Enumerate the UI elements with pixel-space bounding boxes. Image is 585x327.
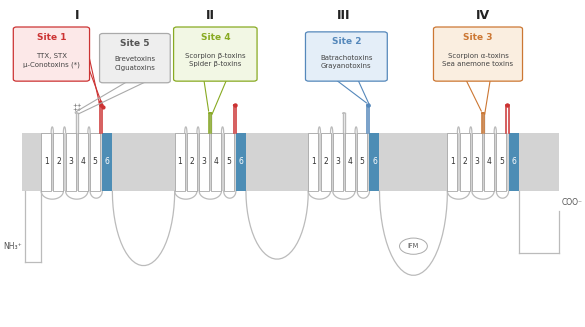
Text: ++: ++ (72, 107, 81, 112)
Text: Site 1: Site 1 (37, 33, 66, 43)
FancyBboxPatch shape (22, 133, 559, 191)
Text: 1: 1 (44, 157, 49, 166)
FancyBboxPatch shape (174, 27, 257, 81)
Text: 4: 4 (347, 157, 352, 166)
Text: 2: 2 (190, 157, 194, 166)
Text: Scorpion β-toxins
Spider β-toxins: Scorpion β-toxins Spider β-toxins (185, 53, 246, 67)
Text: 1: 1 (450, 157, 455, 166)
FancyBboxPatch shape (460, 133, 470, 191)
Text: 5: 5 (360, 157, 364, 166)
FancyBboxPatch shape (187, 133, 197, 191)
FancyBboxPatch shape (13, 27, 90, 81)
Text: Scorpion α-toxins
Sea anemone toxins: Scorpion α-toxins Sea anemone toxins (442, 53, 514, 67)
FancyBboxPatch shape (90, 133, 100, 191)
Text: I: I (74, 9, 79, 23)
FancyBboxPatch shape (484, 133, 494, 191)
FancyBboxPatch shape (345, 133, 355, 191)
FancyBboxPatch shape (448, 133, 457, 191)
Text: 3: 3 (335, 157, 340, 166)
FancyBboxPatch shape (496, 133, 507, 191)
Text: 6: 6 (511, 157, 516, 166)
Text: Site 2: Site 2 (332, 38, 361, 46)
Text: 4: 4 (487, 157, 491, 166)
FancyBboxPatch shape (199, 133, 209, 191)
Text: 2: 2 (323, 157, 328, 166)
Text: 1: 1 (311, 157, 316, 166)
FancyBboxPatch shape (41, 133, 51, 191)
Text: 6: 6 (372, 157, 377, 166)
Text: TTX, STX
μ-Conotoxins (*): TTX, STX μ-Conotoxins (*) (23, 53, 80, 68)
FancyBboxPatch shape (53, 133, 63, 191)
FancyBboxPatch shape (236, 133, 246, 191)
Text: II: II (206, 9, 215, 23)
Text: 4: 4 (80, 157, 85, 166)
FancyBboxPatch shape (508, 133, 519, 191)
FancyBboxPatch shape (370, 133, 380, 191)
Text: 3: 3 (68, 157, 73, 166)
FancyBboxPatch shape (472, 133, 482, 191)
FancyBboxPatch shape (333, 133, 343, 191)
Text: IV: IV (476, 9, 490, 23)
FancyBboxPatch shape (321, 133, 331, 191)
FancyBboxPatch shape (305, 32, 387, 81)
Text: 3: 3 (202, 157, 207, 166)
FancyBboxPatch shape (211, 133, 222, 191)
Text: Brevetoxins
Ciguatoxins: Brevetoxins Ciguatoxins (114, 56, 156, 71)
Text: 5: 5 (92, 157, 98, 166)
FancyBboxPatch shape (433, 27, 522, 81)
Text: 1: 1 (177, 157, 182, 166)
Text: 5: 5 (499, 157, 504, 166)
Text: Site 4: Site 4 (201, 33, 230, 43)
Text: Site 3: Site 3 (463, 33, 493, 43)
Text: 5: 5 (226, 157, 231, 166)
FancyBboxPatch shape (175, 133, 185, 191)
Text: 2: 2 (462, 157, 467, 166)
Circle shape (400, 238, 428, 254)
Text: 2: 2 (56, 157, 61, 166)
Text: 3: 3 (474, 157, 479, 166)
Text: NH₃⁺: NH₃⁺ (4, 242, 22, 251)
Text: IFM: IFM (408, 243, 419, 249)
FancyBboxPatch shape (223, 133, 233, 191)
FancyBboxPatch shape (78, 133, 88, 191)
FancyBboxPatch shape (99, 33, 170, 83)
Text: COO⁻: COO⁻ (562, 198, 583, 207)
Text: III: III (337, 9, 350, 23)
FancyBboxPatch shape (66, 133, 75, 191)
Text: Batrachotoxins
Grayanotoxins: Batrachotoxins Grayanotoxins (320, 55, 373, 69)
Text: ++: ++ (72, 103, 81, 108)
FancyBboxPatch shape (308, 133, 318, 191)
FancyBboxPatch shape (102, 133, 112, 191)
Text: 6: 6 (239, 157, 243, 166)
Text: 6: 6 (105, 157, 110, 166)
Text: Site 5: Site 5 (120, 39, 150, 48)
FancyBboxPatch shape (357, 133, 367, 191)
Text: 4: 4 (214, 157, 219, 166)
